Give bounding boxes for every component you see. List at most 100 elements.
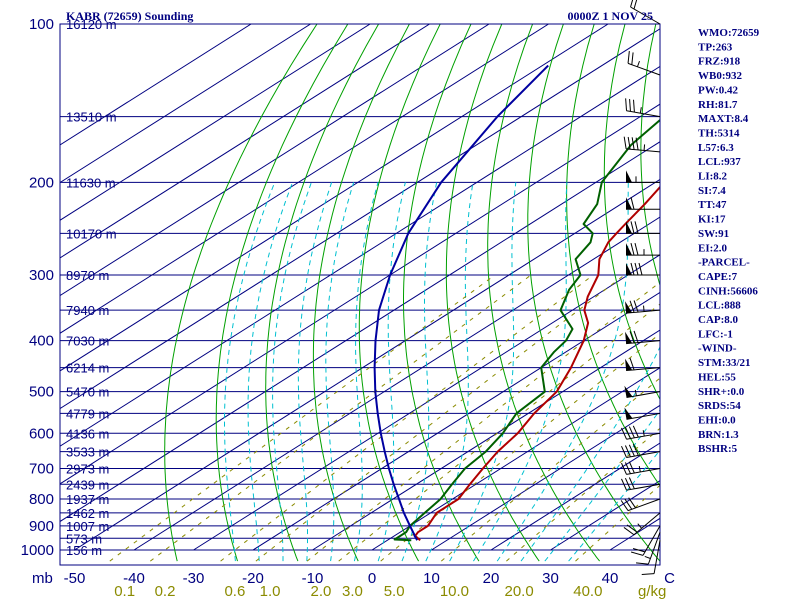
index-label: SW:91: [698, 228, 729, 240]
moist-adiabat-line: [247, 182, 294, 562]
height-label: 13510 m: [66, 110, 117, 125]
temperature-tick-label: -20: [242, 570, 264, 587]
pressure-unit-label: mb: [32, 570, 53, 587]
isotherm-line: [193, 254, 660, 551]
mixing-ratio-tick-label: 5.0: [384, 583, 405, 600]
moist-adiabat-line: [401, 182, 438, 562]
wind-barb: [623, 512, 661, 536]
mixing-ratio-line: [575, 484, 660, 562]
height-label: 156 m: [66, 543, 102, 558]
index-label: -PARCEL-: [698, 257, 750, 269]
wind-barbs: [620, 0, 661, 576]
isotherm-line: [60, 24, 549, 334]
mixing-ratio-line: [149, 274, 532, 562]
temperature-tick-label: 10: [423, 570, 440, 587]
background-grid: [60, 24, 800, 562]
temperature-tick-label: -50: [64, 570, 86, 587]
height-label: 10170 m: [66, 226, 117, 241]
moist-adiabat-line: [425, 182, 474, 562]
index-label: CAP:8.0: [698, 314, 739, 326]
wind-barb: [636, 532, 661, 565]
height-label: 16120 m: [66, 17, 117, 32]
dry-adiabat-line: [445, 24, 540, 562]
dry-adiabat-line: [358, 24, 441, 562]
isotherm-line: [60, 24, 371, 221]
isotherm-line: [60, 103, 660, 485]
dry-adiabat-line: [265, 24, 380, 562]
index-label: CAPE:7: [698, 271, 738, 283]
wind-barb: [621, 461, 661, 475]
index-label: MAXT:8.4: [698, 113, 749, 125]
wind-barb: [630, 0, 661, 25]
sounding-profiles: [373, 64, 660, 542]
isotherm-line: [60, 28, 660, 410]
height-label: 5470 m: [66, 385, 109, 400]
wind-barb: [621, 443, 661, 458]
moist-adiabat-line: [297, 182, 333, 562]
index-label: FRZ:918: [698, 56, 741, 68]
index-label: TT:47: [698, 199, 727, 211]
index-label: LCL:937: [698, 156, 741, 168]
wind-barb: [625, 357, 661, 372]
mixing-ratio-tick-label: 0.2: [155, 583, 176, 600]
mixing-ratio-tick-label: 1.0: [260, 583, 281, 600]
index-label: STM:33/21: [698, 357, 751, 369]
wind-barb: [625, 330, 661, 345]
wind-barb: [625, 98, 661, 118]
temperature-tick-label: 20: [483, 570, 500, 587]
temperature-tick-label: C: [664, 570, 675, 587]
height-label: 4779 m: [66, 406, 109, 421]
height-label: 1462 m: [66, 506, 109, 521]
dry-adiabat-line: [640, 24, 660, 287]
isotherm-line: [550, 480, 660, 551]
dry-adiabat-line: [777, 24, 800, 561]
index-label: PW:0.42: [698, 84, 739, 96]
moist-adiabat-line: [224, 182, 276, 562]
dry-adiabat-line: [527, 24, 660, 562]
moist-adiabat-line: [544, 409, 660, 562]
mixing-ratio-tick-label: 40.0: [573, 583, 602, 600]
temperature-tick-label: -40: [123, 570, 145, 587]
index-label: LFC:-1: [698, 328, 733, 340]
dry-adiabat-line: [312, 24, 410, 562]
isotherm-line: [60, 65, 660, 447]
temperature-tick-label: -30: [183, 570, 205, 587]
dewpoint-profile: [393, 118, 660, 542]
isotherm-line: [431, 404, 660, 551]
pressure-tick-label: 300: [29, 267, 54, 284]
index-label: LI:8.2: [698, 171, 728, 183]
wind-barb: [626, 262, 660, 276]
pressure-tick-label: 600: [29, 425, 54, 442]
index-label: TP:263: [698, 41, 733, 53]
index-label: CINH:56606: [698, 285, 758, 297]
height-label: 6214 m: [66, 361, 109, 376]
index-label: SRDS:54: [698, 400, 741, 412]
moist-adiabat-line: [568, 449, 660, 562]
isotherm-line: [312, 329, 660, 551]
isotherm-line: [252, 291, 660, 551]
index-label: WB0:932: [698, 70, 743, 82]
temperature-tick-label: -10: [302, 570, 324, 587]
wind-barb: [621, 477, 661, 491]
pressure-tick-label: 500: [29, 384, 54, 401]
moist-adiabat-line: [325, 182, 355, 562]
height-label: 3533 m: [66, 445, 109, 460]
temperature-tick-label: 0: [368, 570, 376, 587]
moist-adiabat-line: [520, 345, 660, 562]
isotherm-line: [60, 24, 430, 259]
height-label: 1007 m: [66, 519, 109, 534]
wind-barb: [623, 136, 661, 153]
height-label: 7030 m: [66, 334, 109, 349]
moist-adiabat-line: [496, 182, 629, 562]
mixing-ratio-tick-label: 20.0: [504, 583, 533, 600]
height-label: 2973 m: [66, 462, 109, 477]
index-label: BRN:1.3: [698, 429, 739, 441]
mixing-unit-label: g/kg: [638, 583, 666, 600]
wind-barb: [626, 170, 660, 183]
dry-adiabat-line: [403, 24, 480, 562]
moist-adiabat-line: [472, 182, 568, 562]
mixing-ratio-tick-label: 0.6: [224, 583, 245, 600]
height-label: 7940 m: [66, 303, 109, 318]
wind-barb: [630, 525, 661, 556]
